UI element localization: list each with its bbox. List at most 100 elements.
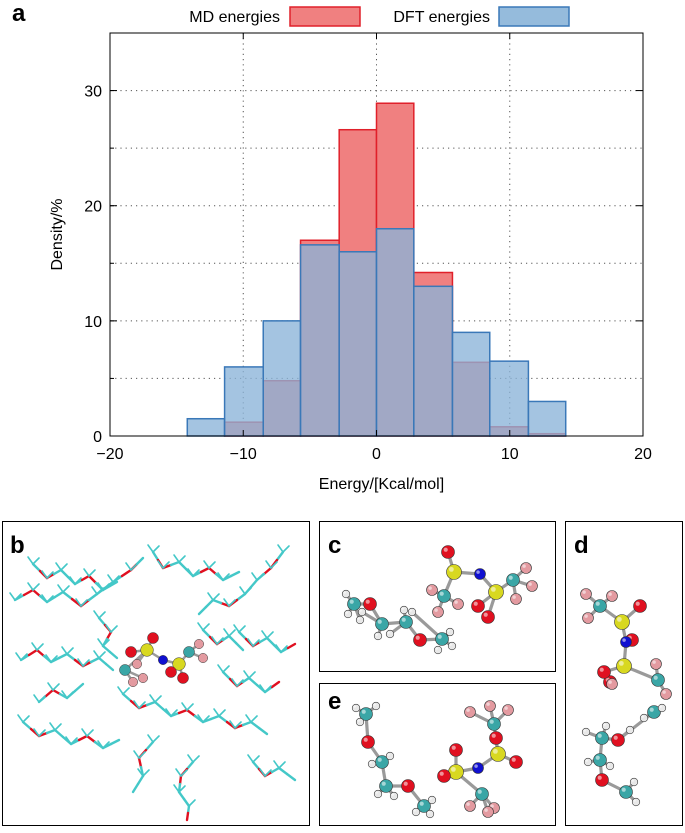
stick-h xyxy=(270,561,278,569)
stick-h xyxy=(243,670,250,679)
stick-bond xyxy=(247,676,259,687)
panel-c-letter: c xyxy=(328,532,342,559)
stick-h xyxy=(248,671,256,679)
stick-bond xyxy=(177,790,186,801)
stick-bond xyxy=(285,772,297,782)
atom-highlight xyxy=(627,727,630,730)
atom-highlight xyxy=(451,745,456,750)
stick-bond xyxy=(241,676,251,684)
atom-highlight xyxy=(652,660,656,664)
stick-bond xyxy=(87,592,99,602)
stick-h xyxy=(60,563,68,571)
stick-h xyxy=(45,654,52,663)
stick-bond xyxy=(185,811,190,822)
stick-h xyxy=(93,610,100,619)
stick-bond xyxy=(249,720,261,730)
stick-h xyxy=(122,687,130,695)
atom-highlight xyxy=(585,759,588,762)
stick-bond xyxy=(97,656,108,666)
stick-h xyxy=(188,799,196,807)
atom-highlight xyxy=(476,570,480,574)
fluorine-atom xyxy=(194,639,204,649)
stick-h xyxy=(102,639,110,647)
carbon-atom xyxy=(119,664,131,676)
stick-h xyxy=(142,769,150,777)
atom-highlight xyxy=(613,735,618,740)
atom-highlight xyxy=(491,733,496,738)
stick-bond xyxy=(185,760,195,771)
stick-bond xyxy=(87,574,98,585)
stick-h xyxy=(273,760,280,769)
stick-bond xyxy=(144,740,155,752)
stick-h xyxy=(261,630,268,639)
panel-b-letter: b xyxy=(10,532,25,559)
stick-h xyxy=(81,728,88,737)
hydrogen-atom xyxy=(433,645,443,655)
molecule-d xyxy=(580,588,672,807)
stick-h xyxy=(93,650,100,659)
stick-h xyxy=(218,709,226,717)
panel-c xyxy=(319,521,556,672)
stick-h xyxy=(234,721,242,729)
stick-h xyxy=(256,573,264,581)
stick-h xyxy=(102,741,110,749)
stick-h xyxy=(180,769,188,777)
stick-h xyxy=(27,556,34,565)
atom-highlight xyxy=(377,619,382,624)
atom-highlight xyxy=(490,586,496,592)
atom-highlight xyxy=(363,737,368,742)
stick-bond xyxy=(199,566,211,574)
hydrogen-atom xyxy=(631,797,641,807)
stick-h xyxy=(192,569,200,577)
stick-bond xyxy=(270,680,281,689)
stick-h xyxy=(183,798,190,807)
bar xyxy=(262,320,302,437)
y-tick-label: 30 xyxy=(84,84,102,101)
atom-highlight xyxy=(409,609,412,612)
y-tick-label: 20 xyxy=(84,199,102,216)
stick-bond xyxy=(89,656,101,664)
atom-highlight xyxy=(437,634,442,639)
hydrogen-atom xyxy=(385,751,395,761)
atom-highlight xyxy=(483,612,488,617)
fluorine-atom xyxy=(426,584,438,596)
nitrogen-atom xyxy=(472,762,484,774)
stick-bond xyxy=(201,628,212,639)
stick-h xyxy=(107,574,114,583)
stick-h xyxy=(97,638,104,647)
stick-h xyxy=(233,624,240,633)
stick-h xyxy=(49,722,56,731)
atom-highlight xyxy=(508,575,513,580)
stick-bond xyxy=(21,720,33,731)
stick-h xyxy=(112,575,120,583)
stick-bond xyxy=(22,588,35,597)
nitrogen-atom xyxy=(620,636,632,648)
stick-h xyxy=(192,755,200,763)
carbon-atom xyxy=(593,599,607,613)
stick-h xyxy=(66,691,74,699)
hydrogen-atom xyxy=(411,807,421,817)
stick-h xyxy=(266,631,274,639)
atom-highlight xyxy=(512,595,516,599)
sulfur-atom xyxy=(488,584,504,600)
stick-bond xyxy=(249,578,259,589)
hydrogen-atom xyxy=(583,757,593,767)
bar xyxy=(375,227,415,437)
stick-bond xyxy=(105,630,113,641)
stick-h xyxy=(282,545,290,553)
stick-h xyxy=(264,769,272,777)
stick-h xyxy=(69,576,76,585)
legend-label: DFT energies xyxy=(393,9,490,26)
atom-highlight xyxy=(419,801,424,806)
stick-h xyxy=(38,695,46,703)
stick-h xyxy=(66,647,74,655)
stick-bond xyxy=(229,570,241,578)
stick-bond xyxy=(31,562,42,573)
stick-h xyxy=(133,750,140,759)
hydrogen-atom xyxy=(343,609,353,619)
stick-h xyxy=(173,554,180,563)
x-tick-label: −10 xyxy=(230,446,257,463)
atom-highlight xyxy=(653,675,658,680)
grid xyxy=(110,33,643,436)
stick-bond xyxy=(277,766,289,776)
